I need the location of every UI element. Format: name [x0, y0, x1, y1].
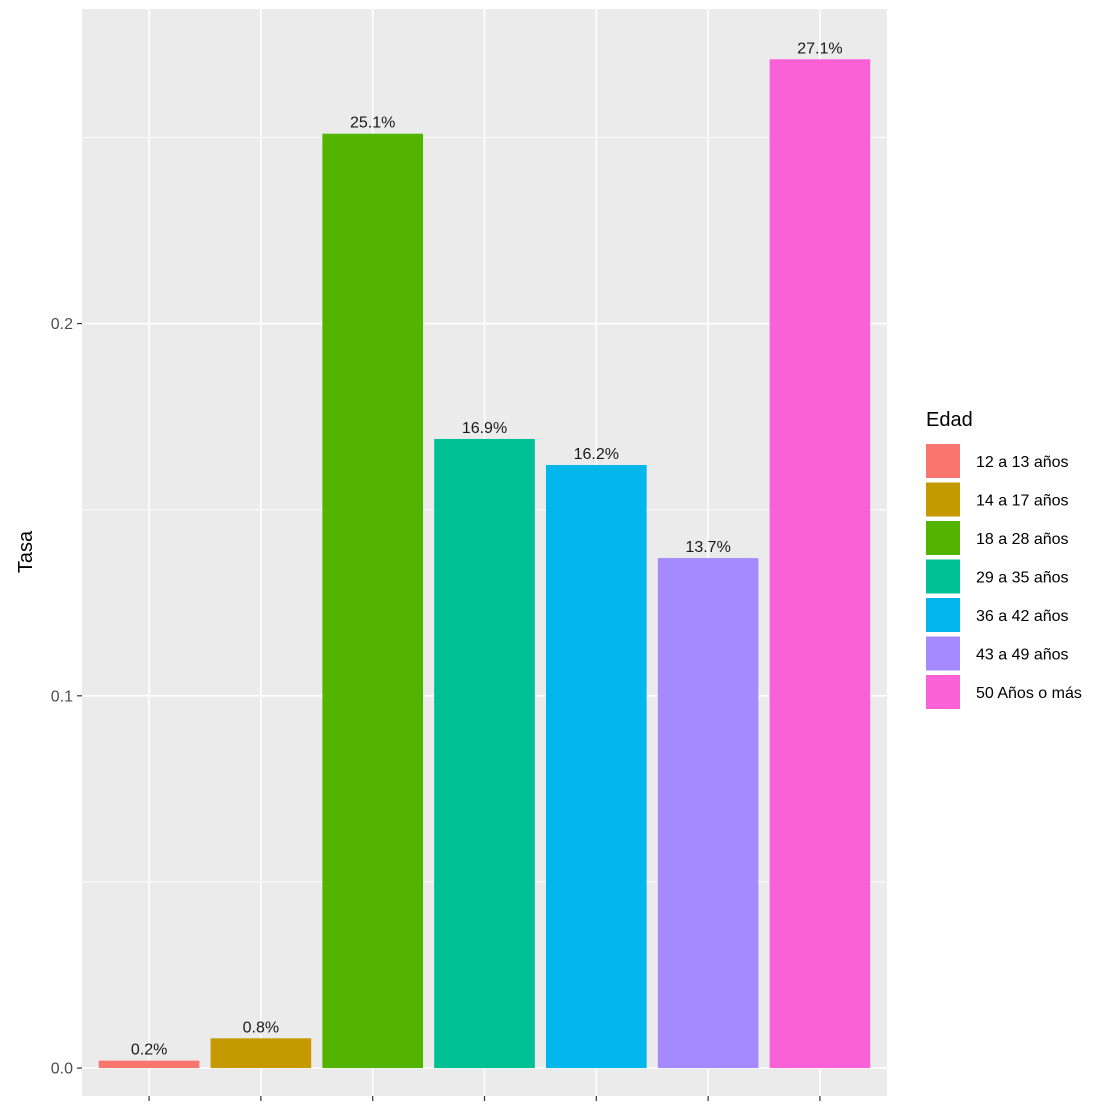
- legend-title: Edad: [926, 409, 973, 431]
- legend-label: 14 a 17 años: [976, 493, 1069, 510]
- legend-key: [926, 636, 960, 671]
- y-tick-label: 0.2: [51, 316, 73, 333]
- legend: Edad 12 a 13 años 14 a 17 años 18 a 28 año…: [926, 409, 1082, 709]
- bars: [98, 59, 871, 1069]
- y-axis: 0.0 0.1 0.2: [51, 316, 821, 1101]
- bar: [98, 1060, 200, 1069]
- data-labels: 0.2% 0.8% 25.1% 16.9% 16.2% 13.7% 27.1%: [131, 40, 843, 1058]
- legend-key: [926, 444, 960, 478]
- legend-key: [926, 675, 960, 709]
- bar-data-label: 16.2%: [574, 446, 619, 463]
- bar-data-label: 16.9%: [462, 420, 507, 437]
- legend-key: [926, 482, 960, 517]
- bar: [322, 133, 424, 1069]
- y-tick-label: 0.1: [51, 688, 73, 705]
- bar: [434, 438, 535, 1069]
- bar: [657, 558, 759, 1069]
- bar: [545, 465, 647, 1069]
- legend-label: 29 a 35 años: [976, 570, 1069, 587]
- bar-data-label: 25.1%: [350, 115, 395, 132]
- bar: [210, 1038, 312, 1069]
- legend-label: 12 a 13 años: [976, 454, 1069, 471]
- bar: [769, 59, 871, 1069]
- legend-label: 50 Años o más: [976, 685, 1082, 702]
- legend-key: [926, 559, 960, 594]
- bar-data-label: 13.7%: [685, 539, 730, 556]
- bar-data-label: 27.1%: [797, 40, 842, 57]
- legend-label: 18 a 28 años: [976, 531, 1069, 548]
- legend-key: [926, 598, 960, 632]
- y-tick-label: 0.0: [51, 1061, 73, 1078]
- bar-data-label: 0.8%: [243, 1019, 279, 1036]
- legend-key: [926, 521, 960, 555]
- legend-label: 43 a 49 años: [976, 647, 1069, 664]
- bar-data-label: 0.2%: [131, 1042, 167, 1059]
- y-axis-title: Tasa: [15, 530, 37, 573]
- legend-label: 36 a 42 años: [976, 608, 1069, 625]
